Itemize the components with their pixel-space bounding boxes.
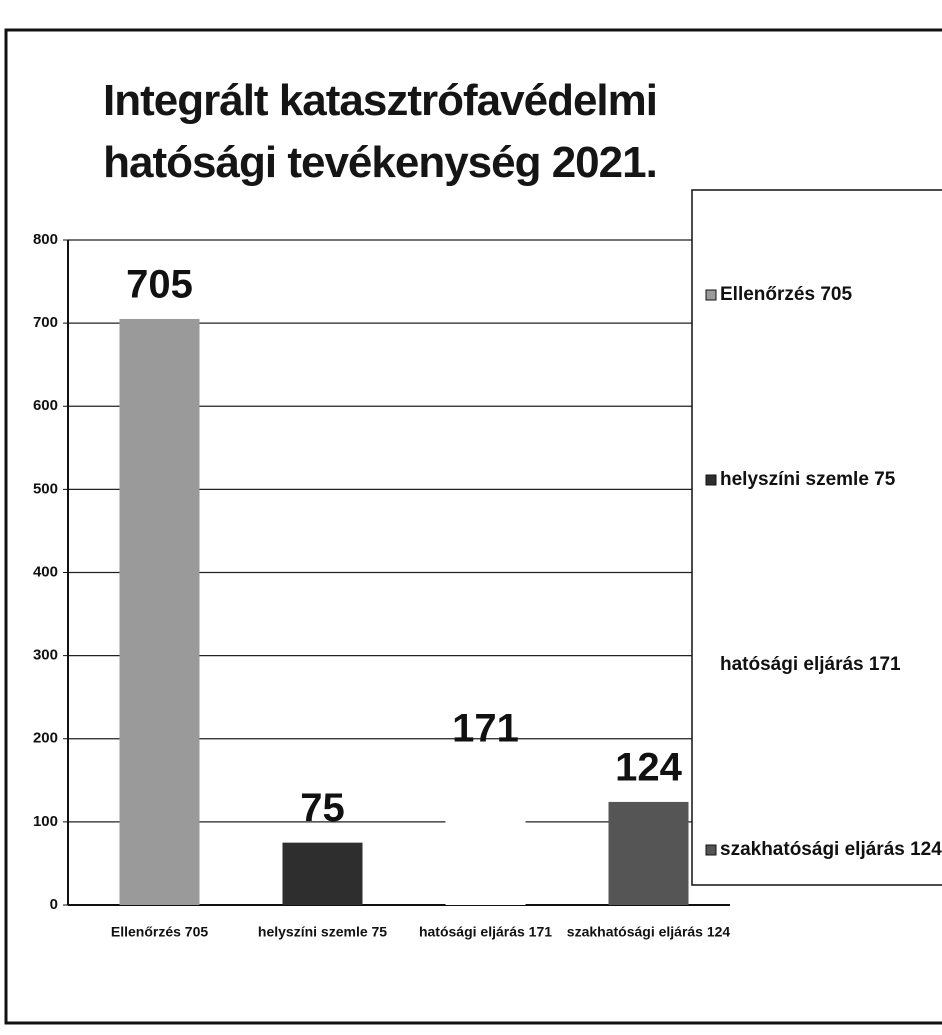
y-tick-label: 200 (33, 730, 58, 747)
legend-swatch (705, 844, 717, 856)
legend-swatch (706, 660, 716, 670)
bar (282, 842, 363, 905)
y-tick-label: 500 (33, 480, 58, 497)
legend-box (691, 189, 942, 886)
legend-swatch (705, 289, 717, 301)
frame (4, 28, 942, 1025)
legend-label: szakhatósági eljárás 124 (720, 839, 942, 860)
legend-label: helyszíni szemle 75 (720, 469, 896, 490)
bar (445, 762, 526, 905)
y-tick-label: 0 (50, 896, 58, 913)
bar (119, 318, 200, 905)
x-tick-label: helyszíni szemle 75 (258, 924, 387, 940)
chart-title: Integrált katasztrófavédelmi hatósági te… (103, 76, 658, 187)
y-tick-label: 600 (33, 397, 58, 414)
data-label: 705 (126, 263, 193, 307)
x-tick-label: szakhatósági eljárás 124 (567, 924, 731, 940)
y-tick-label: 100 (33, 813, 58, 830)
x-tick-label: Ellenőrzés 705 (111, 924, 208, 940)
bar (608, 801, 689, 905)
y-tick-label: 800 (33, 231, 58, 248)
legend-label: Ellenőrzés 705 (720, 284, 852, 305)
y-tick-label: 300 (33, 647, 58, 664)
y-tick-label: 700 (33, 314, 58, 331)
x-tick-label: hatósági eljárás 171 (419, 924, 552, 940)
y-tick-label: 400 (33, 563, 58, 580)
legend-label: hatósági eljárás 171 (720, 654, 901, 675)
data-label: 75 (300, 786, 345, 830)
legend-swatch (705, 474, 717, 486)
data-label: 124 (615, 745, 682, 789)
data-label: 171 (452, 706, 519, 750)
